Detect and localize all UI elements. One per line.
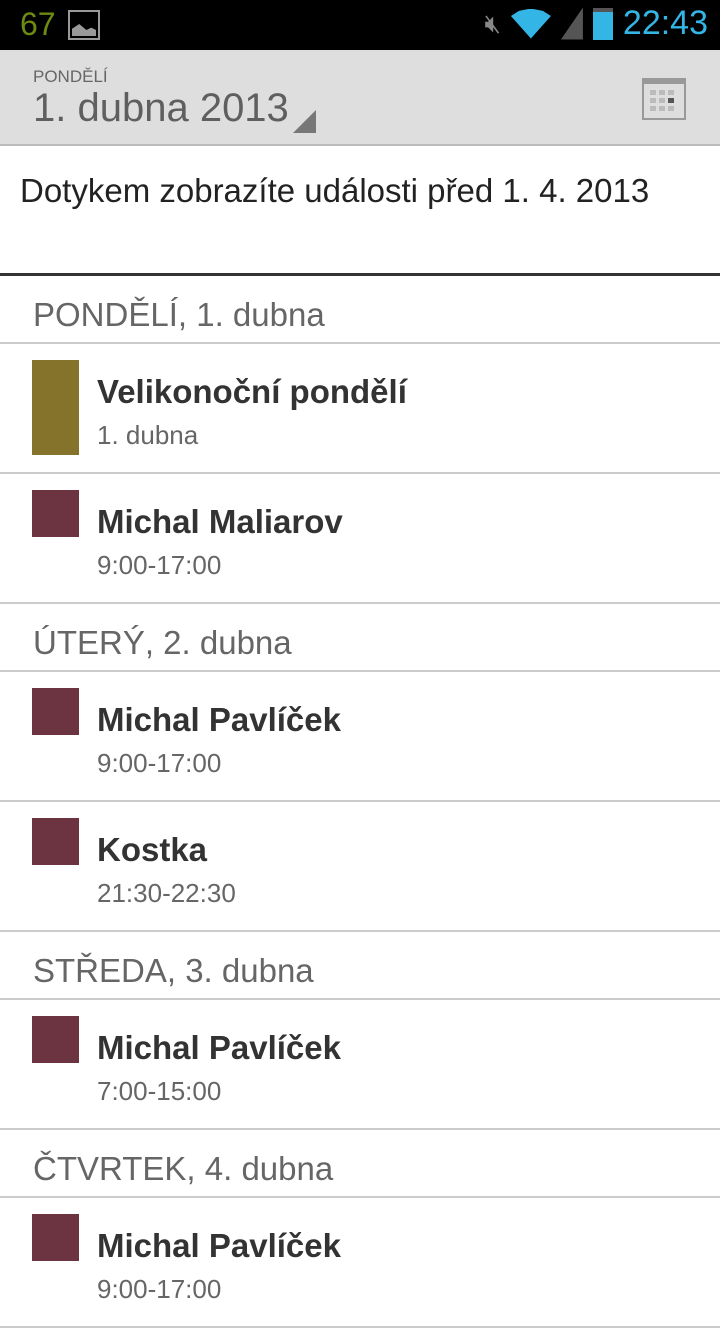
mute-icon: 🔇︎ xyxy=(484,7,501,38)
calendar-color-chip xyxy=(32,1016,79,1063)
dropdown-triangle-icon xyxy=(293,110,316,133)
event-time: 9:00-17:00 xyxy=(97,1274,222,1304)
day-header: ÚTERÝ, 2. dubna xyxy=(0,604,720,672)
day-header: ČTVRTEK, 4. dubna xyxy=(0,1130,720,1198)
calendar-color-chip xyxy=(32,1214,79,1261)
weekday-label: PONDĚLÍ xyxy=(33,67,108,86)
event-item[interactable]: Michal Pavlíček 7:00-15:00 xyxy=(0,1000,720,1130)
status-bar: 67 🔇︎ 22:43 xyxy=(0,0,720,50)
battery-icon xyxy=(592,7,613,40)
event-time: 9:00-17:00 xyxy=(97,550,222,580)
event-time: 1. dubna xyxy=(97,420,199,450)
calendar-color-chip xyxy=(32,688,79,735)
load-earlier-events-button[interactable]: Dotykem zobrazíte události před 1. 4. 20… xyxy=(0,148,720,276)
date-title: 1. dubna 2013 xyxy=(33,86,289,130)
event-time: 21:30-22:30 xyxy=(97,878,236,908)
event-title: Michal Pavlíček xyxy=(97,1029,341,1066)
event-item[interactable]: Michal Maliarov 9:00-17:00 xyxy=(0,474,720,604)
agenda-list: PONDĚLÍ, 1. dubna Velikonoční pondělí 1.… xyxy=(0,276,720,1328)
event-title: Kostka xyxy=(97,831,208,868)
action-bar: PONDĚLÍ 1. dubna 2013 xyxy=(0,50,720,146)
event-title: Michal Pavlíček xyxy=(97,1227,341,1264)
event-title: Velikonoční pondělí xyxy=(97,373,407,410)
event-time: 9:00-17:00 xyxy=(97,748,222,778)
image-notification-icon xyxy=(68,10,100,40)
wifi-icon xyxy=(510,8,551,39)
event-title: Michal Maliarov xyxy=(97,503,343,540)
calendar-color-chip xyxy=(32,360,79,455)
calendar-color-chip xyxy=(32,490,79,537)
calendar-color-chip xyxy=(32,818,79,865)
event-item[interactable]: Michal Pavlíček 9:00-17:00 xyxy=(0,672,720,802)
event-item[interactable]: Kostka 21:30-22:30 xyxy=(0,802,720,932)
event-time: 7:00-15:00 xyxy=(97,1076,222,1106)
event-title: Michal Pavlíček xyxy=(97,701,341,738)
clock: 22:43 xyxy=(622,4,708,42)
day-header: PONDĚLÍ, 1. dubna xyxy=(0,276,720,344)
event-item[interactable]: Velikonoční pondělí 1. dubna xyxy=(0,344,720,474)
day-header: STŘEDA, 3. dubna xyxy=(0,932,720,1000)
notification-count: 67 xyxy=(20,6,56,42)
calendar-icon[interactable] xyxy=(642,78,686,120)
event-item[interactable]: Michal Pavlíček 9:00-17:00 xyxy=(0,1198,720,1328)
signal-icon xyxy=(560,7,583,40)
